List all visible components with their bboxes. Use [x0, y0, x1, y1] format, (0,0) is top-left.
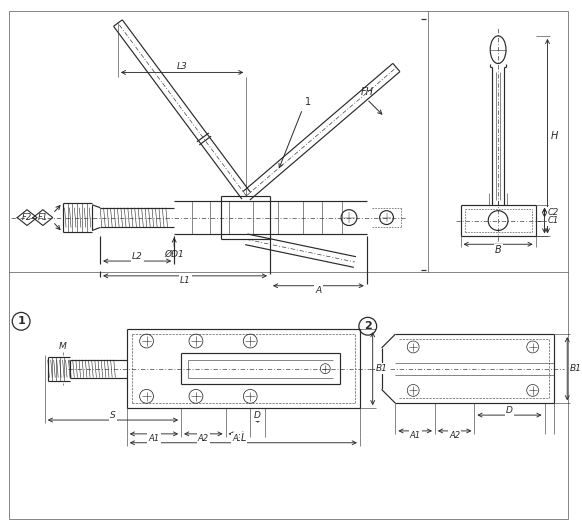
Text: A: A: [315, 286, 321, 295]
Text: F1: F1: [38, 213, 48, 222]
Text: L: L: [240, 433, 246, 443]
Text: L3: L3: [177, 62, 187, 71]
Text: A1: A1: [410, 431, 421, 440]
Text: 1: 1: [304, 97, 311, 107]
Text: A3: A3: [232, 434, 243, 443]
Text: B1: B1: [375, 364, 388, 373]
Text: L2: L2: [132, 252, 143, 261]
Text: A1: A1: [148, 434, 159, 443]
Text: H: H: [551, 131, 558, 141]
Text: S: S: [110, 411, 116, 420]
Text: A2: A2: [198, 434, 209, 443]
Text: B: B: [495, 245, 502, 255]
Text: C1: C1: [548, 216, 559, 225]
Text: C2: C2: [548, 208, 559, 217]
Text: 2: 2: [364, 321, 372, 331]
Text: ØD1: ØD1: [164, 250, 184, 259]
Text: D: D: [506, 405, 513, 414]
Text: B1: B1: [570, 364, 582, 373]
Text: L1: L1: [180, 276, 190, 285]
Text: D: D: [254, 411, 261, 420]
Text: F2: F2: [22, 213, 32, 222]
Text: FH: FH: [360, 87, 373, 97]
Text: 1: 1: [17, 316, 25, 326]
Text: A2: A2: [449, 431, 460, 440]
Text: M: M: [59, 342, 66, 351]
